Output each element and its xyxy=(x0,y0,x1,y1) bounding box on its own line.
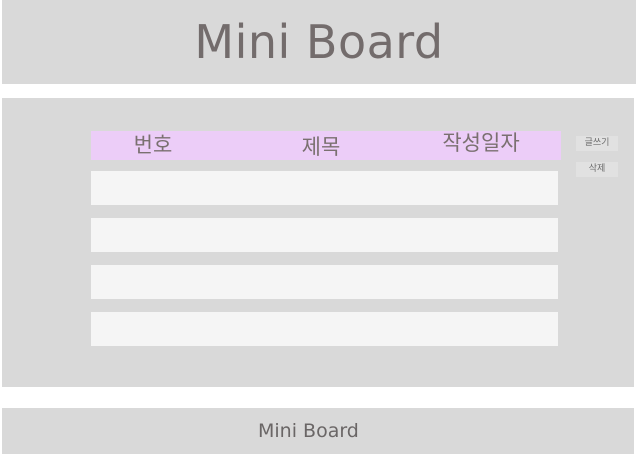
write-button[interactable]: 글쓰기 xyxy=(576,136,618,151)
column-header-number: 번호 xyxy=(133,133,173,157)
page-title: Mini Board xyxy=(194,15,444,69)
table-row[interactable] xyxy=(91,218,558,252)
column-header-title: 제목 xyxy=(301,135,341,159)
footer-text: Mini Board xyxy=(258,420,359,442)
table-header: 번호 제목 작성일자 xyxy=(91,131,561,160)
site-header: Mini Board xyxy=(2,0,636,84)
board-panel: 번호 제목 작성일자 글쓰기 삭제 xyxy=(2,98,634,387)
table-row[interactable] xyxy=(91,171,558,205)
table-row[interactable] xyxy=(91,265,558,299)
column-header-date: 작성일자 xyxy=(442,131,520,155)
site-footer: Mini Board xyxy=(2,408,634,454)
delete-button[interactable]: 삭제 xyxy=(576,162,618,177)
table-row[interactable] xyxy=(91,312,558,346)
